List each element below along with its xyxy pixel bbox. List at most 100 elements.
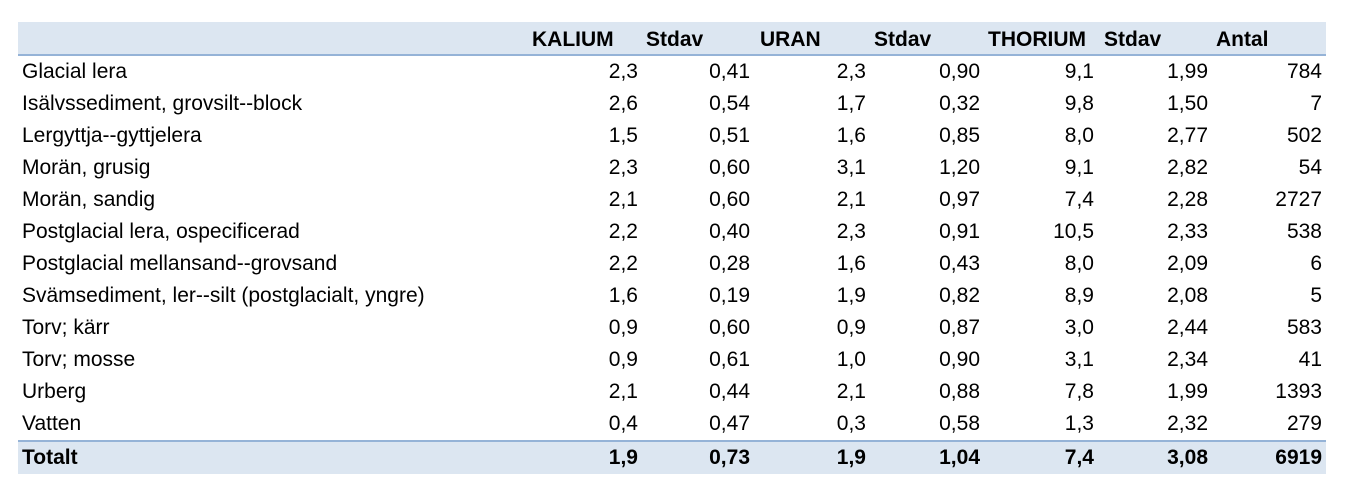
header-stdav-kalium: Stdav (646, 28, 704, 51)
table-row: Postglacial mellansand--grovsand 2,2 0,28 1… (18, 248, 1326, 280)
cell-stdav-thorium: 2,32 (1167, 412, 1208, 435)
cell-uran: 2,1 (836, 380, 866, 403)
table-row: Urberg 2,1 0,44 2,1 0,88 7,8 1,99 1393 (18, 376, 1326, 408)
cell-thorium: 10,5 (1053, 220, 1094, 243)
cell-uran: 2,1 (836, 188, 866, 211)
table-row: Svämsediment, ler--silt (postglacialt, y… (18, 280, 1326, 312)
cell-row-label: Morän, sandig (22, 188, 156, 211)
cell-kalium: 0,9 (608, 316, 638, 339)
header-kalium: KALIUM (532, 28, 614, 51)
cell-antal: 784 (1286, 60, 1322, 83)
cell-stdav-thorium: 2,34 (1167, 348, 1208, 371)
total-row: Totalt 1,9 0,73 1,9 1,04 7,4 3,08 6919 (18, 440, 1326, 474)
cell-stdav-uran: 0,82 (939, 284, 980, 307)
cell-thorium: 7,8 (1064, 380, 1094, 403)
cell-stdav-kalium: 0,60 (709, 316, 750, 339)
table-row: Vatten 0,4 0,47 0,3 0,58 1,3 2,32 279 (18, 408, 1326, 440)
cell-thorium: 3,0 (1064, 316, 1094, 339)
total-uran: 1,9 (836, 446, 866, 469)
cell-antal: 5 (1310, 284, 1322, 307)
header-antal: Antal (1216, 28, 1269, 51)
cell-kalium: 2,3 (608, 60, 638, 83)
cell-antal: 54 (1298, 156, 1322, 179)
table-row: Morän, grusig 2,3 0,60 3,1 1,20 9,1 2,82 54 (18, 152, 1326, 184)
cell-stdav-kalium: 0,44 (709, 380, 750, 403)
cell-stdav-uran: 0,85 (939, 124, 980, 147)
cell-uran: 1,6 (836, 252, 866, 275)
cell-stdav-thorium: 1,99 (1167, 380, 1208, 403)
cell-row-label: Torv; mosse (22, 348, 136, 371)
cell-stdav-kalium: 0,60 (709, 188, 750, 211)
cell-stdav-kalium: 0,51 (709, 124, 750, 147)
cell-kalium: 2,1 (608, 188, 638, 211)
cell-uran: 2,3 (836, 220, 866, 243)
cell-thorium: 8,9 (1064, 284, 1094, 307)
cell-stdav-kalium: 0,40 (709, 220, 750, 243)
header-stdav-uran: Stdav (874, 28, 932, 51)
cell-antal: 502 (1286, 124, 1322, 147)
cell-antal: 6 (1310, 252, 1322, 275)
cell-kalium: 0,4 (608, 412, 638, 435)
cell-kalium: 2,3 (608, 156, 638, 179)
cell-stdav-thorium: 2,77 (1167, 124, 1208, 147)
total-stdav-thorium: 3,08 (1167, 446, 1208, 469)
cell-thorium: 9,1 (1064, 156, 1094, 179)
header-thorium: THORIUM (988, 28, 1086, 51)
cell-kalium: 0,9 (608, 348, 638, 371)
cell-stdav-thorium: 2,08 (1167, 284, 1208, 307)
cell-row-label: Morän, grusig (22, 156, 151, 179)
cell-thorium: 9,1 (1064, 60, 1094, 83)
cell-stdav-uran: 0,87 (939, 316, 980, 339)
cell-uran: 1,6 (836, 124, 866, 147)
cell-stdav-kalium: 0,54 (709, 92, 750, 115)
cell-uran: 1,7 (836, 92, 866, 115)
table-row: Glacial lera 2,3 0,41 2,3 0,90 9,1 1,99 784 (18, 56, 1326, 88)
data-table: KALIUM Stdav URAN Stdav THORIUM Stdav An… (18, 22, 1326, 474)
cell-stdav-kalium: 0,41 (709, 60, 750, 83)
cell-thorium: 3,1 (1064, 348, 1094, 371)
cell-antal: 41 (1298, 348, 1322, 371)
table-row: Postglacial lera, ospecificerad 2,2 0,40 2,… (18, 216, 1326, 248)
cell-kalium: 2,6 (608, 92, 638, 115)
total-stdav-kalium: 0,73 (709, 446, 750, 469)
cell-row-label: Svämsediment, ler--silt (postglacialt, y… (22, 284, 425, 307)
cell-kalium: 1,6 (608, 284, 638, 307)
cell-row-label: Postglacial lera, ospecificerad (22, 220, 300, 243)
cell-stdav-uran: 0,58 (939, 412, 980, 435)
cell-row-label: Torv; kärr (22, 316, 110, 339)
cell-kalium: 1,5 (608, 124, 638, 147)
cell-row-label: Urberg (22, 380, 87, 403)
cell-uran: 2,3 (836, 60, 866, 83)
cell-stdav-kalium: 0,61 (709, 348, 750, 371)
cell-stdav-uran: 0,90 (939, 60, 980, 83)
cell-stdav-kalium: 0,28 (709, 252, 750, 275)
table-row: Lergyttja--gyttjelera 1,5 0,51 1,6 0,85 8,0 2,… (18, 120, 1326, 152)
cell-stdav-thorium: 1,99 (1167, 60, 1208, 83)
cell-antal: 2727 (1275, 188, 1322, 211)
table-row: Torv; kärr 0,9 0,60 0,9 0,87 3,0 2,44 583 (18, 312, 1326, 344)
cell-stdav-kalium: 0,60 (709, 156, 750, 179)
table-body: Glacial lera 2,3 0,41 2,3 0,90 9,1 1,99 784 Isäl… (18, 56, 1326, 440)
cell-antal: 279 (1286, 412, 1322, 435)
cell-thorium: 8,0 (1064, 252, 1094, 275)
cell-row-label: Vatten (22, 412, 82, 435)
cell-row-label: Isälvssediment, grovsilt--block (22, 92, 303, 115)
cell-thorium: 8,0 (1064, 124, 1094, 147)
cell-stdav-thorium: 2,28 (1167, 188, 1208, 211)
cell-stdav-uran: 0,32 (939, 92, 980, 115)
header-stdav-thorium: Stdav (1104, 28, 1162, 51)
cell-stdav-uran: 0,90 (939, 348, 980, 371)
table-row: Morän, sandig 2,1 0,60 2,1 0,97 7,4 2,28 2727 (18, 184, 1326, 216)
cell-stdav-kalium: 0,47 (709, 412, 750, 435)
cell-stdav-thorium: 2,09 (1167, 252, 1208, 275)
cell-antal: 1393 (1275, 380, 1322, 403)
cell-stdav-thorium: 2,33 (1167, 220, 1208, 243)
total-label: Totalt (22, 446, 78, 469)
cell-uran: 0,3 (836, 412, 866, 435)
cell-kalium: 2,1 (608, 380, 638, 403)
cell-antal: 538 (1286, 220, 1322, 243)
cell-stdav-thorium: 2,82 (1167, 156, 1208, 179)
cell-row-label: Postglacial mellansand--grovsand (22, 252, 338, 275)
cell-stdav-uran: 1,20 (939, 156, 980, 179)
cell-stdav-uran: 0,91 (939, 220, 980, 243)
